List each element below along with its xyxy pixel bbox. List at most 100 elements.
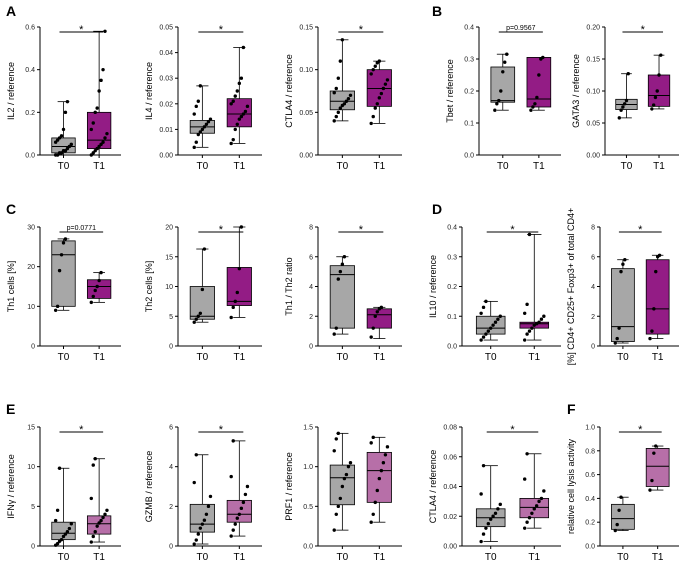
- data-point: [619, 108, 623, 112]
- data-point: [542, 314, 546, 318]
- box-t0: [329, 265, 355, 329]
- data-point: [525, 332, 529, 336]
- y-tick-label: 10: [27, 304, 35, 311]
- box-t1: [366, 451, 392, 503]
- data-point: [654, 444, 658, 448]
- y-tick-label: 15: [27, 425, 35, 432]
- y-tick-label: 0.4: [447, 225, 457, 232]
- x-tick-label-t0: T0: [337, 352, 349, 363]
- data-point: [340, 262, 345, 266]
- series-t1: [86, 457, 112, 544]
- y-tick-label: 0.2: [464, 89, 474, 96]
- data-point: [63, 237, 68, 241]
- y-tick-label: 0: [309, 344, 313, 351]
- data-point: [484, 332, 488, 336]
- data-point: [373, 64, 377, 68]
- data-point: [239, 76, 244, 80]
- y-tick-label: 0.15: [299, 25, 313, 32]
- data-point: [346, 464, 351, 469]
- data-point: [97, 521, 101, 525]
- data-point: [489, 517, 493, 521]
- y-tick-label: 0.00: [159, 153, 173, 160]
- y-tick-label: 0.05: [299, 110, 313, 117]
- data-point: [523, 311, 527, 315]
- data-point: [541, 55, 545, 60]
- data-point: [196, 132, 200, 137]
- data-point: [67, 526, 72, 531]
- series-t0: [51, 99, 76, 157]
- data-point: [495, 102, 499, 106]
- data-point: [379, 91, 384, 96]
- y-tick-label: 0.00: [299, 153, 313, 160]
- y-tick-label: 1.5: [303, 425, 313, 432]
- data-point: [57, 268, 62, 273]
- significance-label: *: [79, 24, 84, 36]
- box-t0: [611, 503, 635, 530]
- y-tick-label: 5: [31, 504, 35, 511]
- x-tick-label-t1: T1: [233, 352, 245, 363]
- series-t0: [615, 72, 638, 120]
- data-point: [202, 125, 207, 129]
- y-tick-label: 20: [27, 264, 35, 271]
- data-point: [617, 508, 621, 512]
- data-point: [539, 317, 544, 321]
- x-tick-label-t0: T0: [197, 552, 209, 563]
- data-point: [105, 131, 109, 136]
- data-point: [621, 262, 625, 266]
- data-point: [525, 302, 529, 307]
- data-point: [229, 474, 233, 479]
- data-point: [534, 504, 539, 508]
- x-tick-label-t1: T1: [373, 352, 385, 363]
- chart-ctla4a: 0.00 0.05 0.10 0.15 CTLA4 / reference T0 T1 *: [284, 24, 402, 172]
- series-t1: [226, 45, 252, 146]
- data-point: [619, 269, 623, 274]
- data-point: [369, 121, 373, 126]
- data-point: [529, 108, 533, 112]
- data-point: [89, 127, 94, 132]
- panel-label-f: F: [567, 401, 576, 417]
- data-point: [501, 70, 505, 74]
- data-point: [95, 524, 99, 528]
- data-point: [481, 335, 486, 339]
- chart-ctla4e: 0.00 0.02 0.04 0.06 0.08 CTLA4 / reference T0 T…: [428, 424, 561, 563]
- data-point: [348, 461, 353, 465]
- data-point: [192, 320, 196, 324]
- significance-label: *: [219, 24, 224, 36]
- data-point: [204, 512, 209, 516]
- data-point: [348, 93, 353, 97]
- y-tick-label: 1.0: [585, 425, 595, 432]
- data-point: [369, 441, 373, 445]
- data-point: [626, 72, 630, 76]
- box-t0: [490, 66, 516, 103]
- x-tick-label-t1: T1: [93, 161, 105, 172]
- x-tick-label-t1: T1: [373, 552, 385, 563]
- data-point: [241, 500, 246, 505]
- data-point: [496, 317, 500, 321]
- y-axis-label: Th1 / Th2 ratio: [284, 257, 294, 315]
- data-point: [375, 102, 379, 106]
- x-tick-label-t1: T1: [652, 352, 664, 363]
- data-point: [617, 116, 622, 120]
- data-point: [499, 89, 503, 93]
- data-point: [194, 140, 198, 144]
- data-point: [231, 439, 235, 443]
- data-point: [97, 278, 101, 283]
- y-tick-label: 20: [165, 225, 173, 232]
- data-point: [69, 142, 74, 147]
- series-t0: [329, 431, 355, 532]
- series-t1: [366, 305, 392, 339]
- data-point: [105, 508, 109, 512]
- data-point: [371, 435, 375, 440]
- data-point: [383, 453, 388, 457]
- y-tick-label: 10: [165, 284, 173, 291]
- data-point: [55, 541, 60, 546]
- y-tick-label: 4: [591, 284, 595, 291]
- data-point: [481, 463, 486, 468]
- x-tick-label-t0: T0: [58, 161, 70, 172]
- x-tick-label-t0: T0: [621, 161, 633, 172]
- y-axis-label: [%] CD4+ CD25+ Foxp3+ of total CD4+: [566, 208, 576, 366]
- data-point: [235, 89, 239, 93]
- data-point: [59, 253, 64, 257]
- x-tick-label-t0: T0: [58, 552, 70, 563]
- data-point: [200, 522, 205, 526]
